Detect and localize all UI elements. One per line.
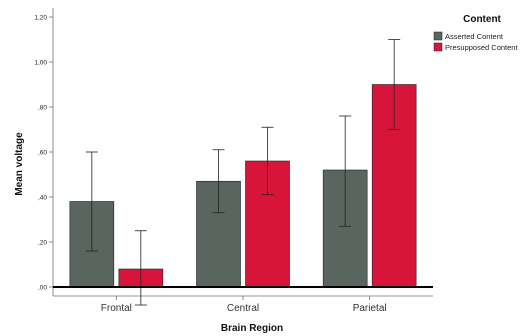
y-tick-label: ,40 bbox=[38, 194, 47, 201]
x-axis-title: Brain Region bbox=[221, 323, 283, 334]
x-category-label: Central bbox=[227, 303, 259, 314]
legend-label: Presupposed Content bbox=[445, 43, 518, 52]
legend-swatch bbox=[433, 31, 443, 41]
y-tick-label: ,60 bbox=[38, 149, 47, 156]
y-tick-label: 1,20 bbox=[34, 14, 47, 21]
legend-label: Asserted Content bbox=[445, 32, 504, 41]
y-tick-label: ,80 bbox=[38, 104, 47, 111]
y-tick-label: ,00 bbox=[38, 284, 47, 291]
legend: Content Asserted Content Presupposed Cont… bbox=[433, 14, 518, 52]
x-category-label: Frontal bbox=[101, 303, 132, 314]
y-tick-label: 1,00 bbox=[34, 59, 47, 66]
x-axis-categories: Frontal Central Parietal bbox=[101, 296, 387, 314]
plot-area bbox=[52, 8, 433, 306]
legend-swatch bbox=[433, 42, 443, 52]
y-tick-label: ,20 bbox=[38, 239, 47, 246]
x-category-label: Parietal bbox=[353, 303, 387, 314]
y-axis-title: Mean voltage bbox=[14, 132, 25, 196]
legend-title: Content bbox=[463, 14, 501, 25]
y-axis-ticks: ,00 ,20 ,40 ,60 ,80 1,00 1,20 bbox=[34, 14, 53, 291]
